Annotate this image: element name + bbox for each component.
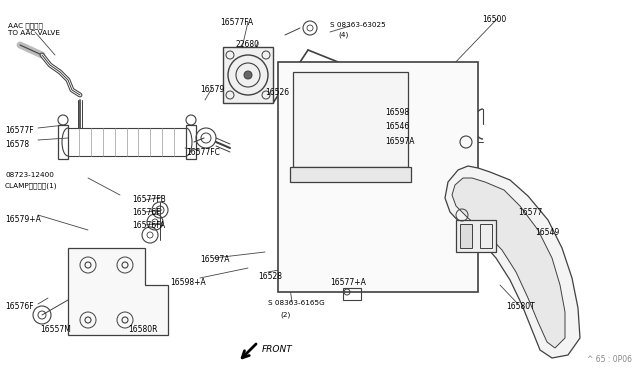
Text: 16598: 16598 — [385, 108, 409, 117]
Text: CLAMPクランプ(1): CLAMPクランプ(1) — [5, 182, 58, 189]
Text: AAC バルブへ
TO AAC VALVE: AAC バルブへ TO AAC VALVE — [8, 22, 60, 36]
Circle shape — [244, 71, 252, 79]
Text: (2): (2) — [280, 312, 291, 318]
Text: 16577F: 16577F — [5, 126, 34, 135]
Text: 16598+A: 16598+A — [170, 278, 205, 287]
Text: 16597A: 16597A — [385, 137, 415, 146]
Bar — [290, 167, 411, 182]
Text: S 08363-63025: S 08363-63025 — [330, 22, 386, 28]
Bar — [293, 72, 408, 167]
Text: 16500: 16500 — [482, 15, 506, 24]
Text: 16597A: 16597A — [200, 255, 230, 264]
Text: 16557M: 16557M — [40, 325, 71, 334]
Bar — [343, 288, 361, 300]
Polygon shape — [68, 248, 168, 335]
Text: 16577FB: 16577FB — [132, 195, 166, 204]
Text: 08723-12400: 08723-12400 — [5, 172, 54, 178]
Bar — [480, 224, 492, 248]
Text: 16577+A: 16577+A — [330, 278, 366, 287]
Bar — [278, 62, 478, 292]
Bar — [456, 220, 496, 252]
Text: 16526: 16526 — [265, 88, 289, 97]
Text: FRONT: FRONT — [262, 345, 292, 354]
Text: 22680: 22680 — [236, 40, 260, 49]
Text: S 08363-6165G: S 08363-6165G — [268, 300, 324, 306]
Text: ^ 65 : 0P06: ^ 65 : 0P06 — [587, 355, 632, 364]
Polygon shape — [445, 166, 580, 358]
Text: 16578: 16578 — [5, 140, 29, 149]
Text: 16577: 16577 — [518, 208, 542, 217]
Bar — [223, 47, 273, 103]
Text: 16580R: 16580R — [128, 325, 157, 334]
Text: 16576F: 16576F — [5, 302, 34, 311]
Text: (4): (4) — [338, 32, 348, 38]
Text: 16577FC: 16577FC — [186, 148, 220, 157]
Text: 16576FA: 16576FA — [132, 221, 165, 230]
Text: 16546: 16546 — [385, 122, 409, 131]
Polygon shape — [452, 178, 565, 348]
Text: 16576F: 16576F — [132, 208, 161, 217]
Text: 16579: 16579 — [200, 85, 224, 94]
Text: 16577FA: 16577FA — [220, 18, 253, 27]
Bar — [58, 125, 68, 159]
Text: 16528: 16528 — [258, 272, 282, 281]
Text: 16579+A: 16579+A — [5, 215, 41, 224]
Text: 16580T: 16580T — [506, 302, 535, 311]
Bar — [186, 125, 196, 159]
Bar — [460, 224, 472, 248]
Text: 16549: 16549 — [535, 228, 559, 237]
